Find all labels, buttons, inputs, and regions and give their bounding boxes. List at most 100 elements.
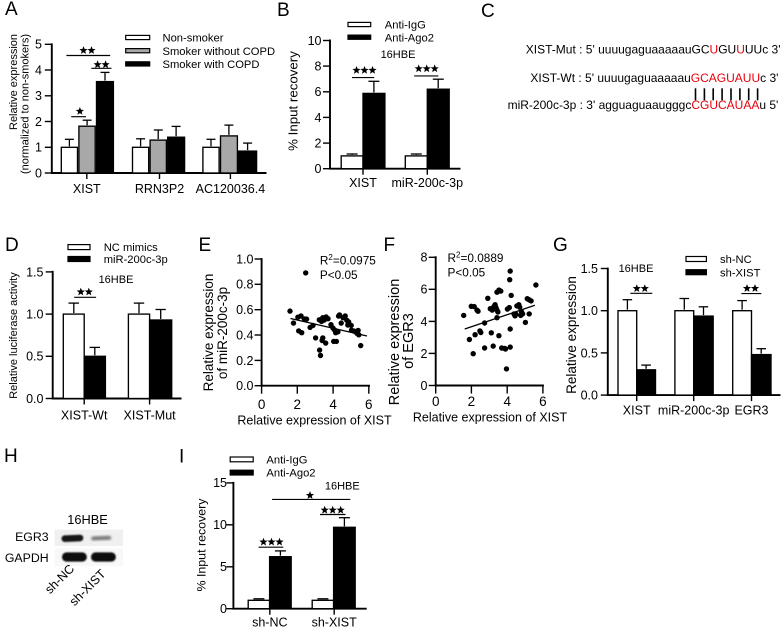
svg-text:3: 3 — [35, 89, 42, 103]
svg-text:0.4: 0.4 — [236, 328, 253, 342]
svg-text:2: 2 — [468, 394, 476, 409]
svg-text:RRN3P2: RRN3P2 — [135, 182, 184, 196]
svg-text:Anti-Ago2: Anti-Ago2 — [266, 468, 315, 480]
svg-text:Non-smoker: Non-smoker — [163, 33, 224, 45]
svg-text:16HBE: 16HBE — [325, 481, 360, 493]
svg-text:2: 2 — [315, 137, 322, 151]
svg-text:XIST-Wt : 5' uuuugaguaaaaauGCA: XIST-Wt : 5' uuuugaguaaaaauGCAGUAUUc 3' — [530, 71, 778, 85]
svg-text:0.5: 0.5 — [26, 350, 43, 364]
svg-text:Smoker with COPD: Smoker with COPD — [163, 59, 260, 71]
svg-text:% Input recovery: % Input recovery — [195, 498, 209, 592]
svg-text:0.5: 0.5 — [581, 346, 598, 360]
svg-text:G: G — [553, 235, 568, 256]
svg-text:XIST: XIST — [623, 404, 651, 418]
svg-text:Relative expression: Relative expression — [8, 34, 20, 130]
svg-text:miR-200c-3p: miR-200c-3p — [392, 176, 464, 190]
svg-text:6: 6 — [421, 283, 428, 297]
svg-text:0: 0 — [421, 379, 428, 393]
svg-text:1.0: 1.0 — [236, 252, 253, 266]
svg-text:B: B — [277, 0, 290, 21]
svg-text:GAPDH: GAPDH — [5, 551, 49, 565]
svg-text:P<0.05: P<0.05 — [320, 268, 358, 282]
svg-text:Relative luciferase activity: Relative luciferase activity — [8, 272, 20, 399]
svg-text:Anti-IgG: Anti-IgG — [266, 455, 307, 467]
svg-text:0: 0 — [35, 166, 42, 180]
svg-text:E: E — [199, 235, 212, 256]
svg-text:R2=0.0975: R2=0.0975 — [320, 253, 376, 268]
svg-text:16HBE: 16HBE — [619, 263, 654, 275]
svg-text:Anti-Ago2: Anti-Ago2 — [385, 32, 434, 44]
svg-text:0.8: 0.8 — [236, 278, 253, 292]
svg-text:Anti-IgG: Anti-IgG — [385, 20, 426, 32]
svg-text:10: 10 — [308, 34, 322, 48]
svg-text:6: 6 — [315, 85, 322, 99]
svg-text:Relative expression of XIST: Relative expression of XIST — [237, 414, 392, 428]
svg-text:Relative expression of XIST: Relative expression of XIST — [413, 411, 568, 425]
svg-text:2: 2 — [294, 397, 302, 412]
svg-text:8: 8 — [421, 251, 428, 265]
svg-text:sh-NC: sh-NC — [720, 254, 752, 266]
svg-text:16HBE: 16HBE — [381, 49, 416, 61]
svg-text:2: 2 — [35, 115, 42, 129]
svg-text:6: 6 — [539, 394, 547, 409]
svg-text:15: 15 — [213, 476, 227, 490]
svg-text:sh-NC: sh-NC — [42, 562, 77, 597]
svg-text:4: 4 — [329, 397, 337, 412]
svg-text:16HBE: 16HBE — [67, 512, 108, 527]
svg-text:Relative expression: Relative expression — [564, 276, 579, 394]
svg-text:XIST-Wt: XIST-Wt — [61, 409, 108, 423]
svg-text:16HBE: 16HBE — [99, 274, 134, 286]
svg-text:XIST: XIST — [73, 182, 101, 196]
svg-text:0: 0 — [315, 162, 322, 176]
svg-text:C: C — [481, 1, 495, 22]
svg-text:sh-XIST: sh-XIST — [312, 615, 358, 629]
svg-text:1.0: 1.0 — [581, 304, 598, 318]
svg-text:D: D — [5, 235, 19, 256]
svg-text:A: A — [5, 0, 18, 20]
svg-text:8: 8 — [315, 60, 322, 74]
svg-text:4: 4 — [421, 315, 428, 329]
svg-text:of miR-200c-3p: of miR-200c-3p — [215, 287, 230, 379]
svg-text:0.0: 0.0 — [581, 389, 598, 403]
svg-text:4: 4 — [35, 63, 42, 77]
svg-text:% Input recovery: % Input recovery — [286, 51, 301, 151]
svg-text:4: 4 — [503, 394, 511, 409]
svg-text:I: I — [179, 447, 184, 468]
svg-text:AC120036.4: AC120036.4 — [196, 182, 266, 196]
svg-text:1.5: 1.5 — [581, 262, 598, 276]
svg-text:P<0.05: P<0.05 — [448, 266, 486, 280]
svg-text:of EGR3: of EGR3 — [401, 313, 417, 369]
svg-text:10: 10 — [213, 518, 227, 532]
svg-text:XIST: XIST — [349, 176, 377, 190]
svg-text:F: F — [384, 235, 396, 256]
svg-text:0.6: 0.6 — [236, 303, 253, 317]
svg-text:0.0: 0.0 — [26, 392, 43, 406]
svg-text:0: 0 — [220, 602, 227, 616]
svg-text:NC mimics: NC mimics — [104, 242, 158, 254]
svg-text:EGR3: EGR3 — [734, 404, 768, 418]
svg-text:miR-200c-3p: miR-200c-3p — [658, 404, 730, 418]
svg-text:2: 2 — [421, 347, 428, 361]
svg-text:5: 5 — [35, 38, 42, 52]
svg-text:1: 1 — [35, 141, 42, 155]
svg-text:1.5: 1.5 — [26, 265, 43, 279]
svg-text:1.0: 1.0 — [26, 308, 43, 322]
svg-text:4: 4 — [315, 111, 322, 125]
svg-text:sh-NC: sh-NC — [252, 615, 287, 629]
svg-text:EGR3: EGR3 — [15, 530, 49, 544]
svg-text:Relative expression: Relative expression — [201, 274, 216, 392]
svg-text:(normalized to non-smokers): (normalized to non-smokers) — [20, 34, 32, 174]
svg-text:0.2: 0.2 — [236, 354, 253, 368]
svg-text:H: H — [4, 446, 18, 467]
svg-text:XIST-Mut: XIST-Mut — [124, 409, 177, 423]
svg-text:sh-XIST: sh-XIST — [720, 267, 761, 279]
svg-text:miR-200c-3p : 3' agguaguaauggg: miR-200c-3p : 3' agguaguaaugggcCGUCAUAAu… — [508, 98, 779, 112]
svg-text:Relative expression: Relative expression — [387, 279, 403, 406]
svg-text:0.0: 0.0 — [236, 379, 253, 393]
svg-text:0: 0 — [258, 397, 266, 412]
svg-text:XIST-Mut : 5' uuuugaguaaaaauGC: XIST-Mut : 5' uuuugaguaaaaauGCUGUUUUc 3' — [526, 42, 781, 56]
svg-text:Smoker without COPD: Smoker without COPD — [163, 46, 276, 58]
svg-text:R2=0.0889: R2=0.0889 — [448, 251, 504, 266]
svg-text:6: 6 — [365, 397, 373, 412]
svg-text:miR-200c-3p: miR-200c-3p — [104, 254, 168, 266]
